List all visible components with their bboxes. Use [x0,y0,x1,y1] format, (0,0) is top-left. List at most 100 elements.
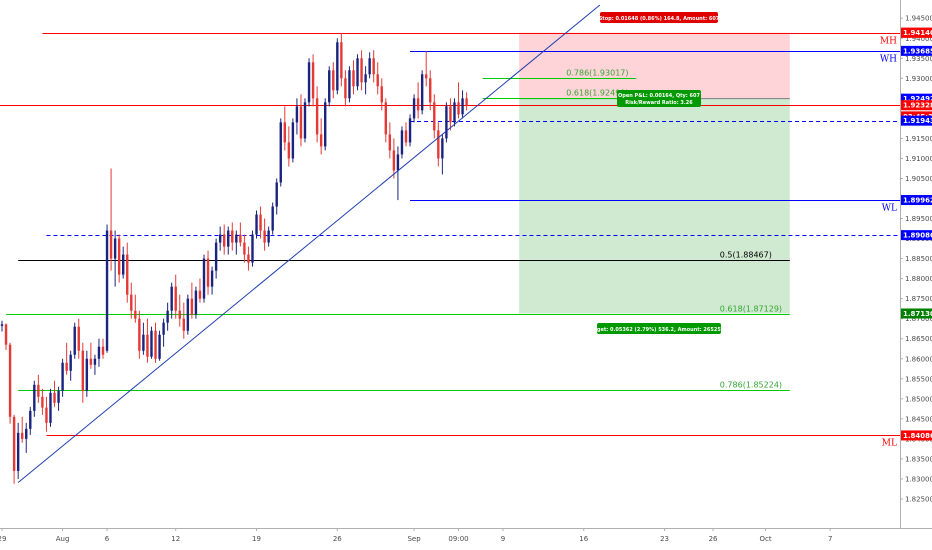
candle-body [364,74,367,83]
candle-body [97,346,101,359]
candle-body [41,396,44,408]
candle-body [162,322,165,335]
candle-body [303,102,307,139]
candle-body [166,310,169,323]
candle-body [202,258,206,299]
candle-body [227,230,230,247]
y-tick-label: 1.90500 [905,175,932,183]
y-tick-label: 1.94500 [905,15,932,23]
candle-body [344,78,347,99]
candle-body [412,98,416,119]
candle-body [8,344,12,417]
y-tick-label: 1.85500 [905,375,932,383]
candle-body [396,154,400,171]
candle-body [45,407,48,423]
candle-body [198,290,202,299]
candle-body [65,362,68,371]
y-tick-label: 1.84500 [905,415,932,423]
entry-label-box [617,90,701,107]
price-tag-text-tp-top: 1.94140 [903,29,932,37]
candle-body [174,286,177,311]
stop-label-box [600,12,718,23]
candle-body [340,42,343,79]
x-tick-label: 12 [171,535,180,543]
candle-body [368,58,371,75]
x-tick-label: 26 [709,535,718,543]
candle-body [271,206,274,231]
candle-body [81,350,84,391]
stop-label-text: Stop: 0.01648 (0.86%) 164.8, Amount: 607 [599,16,720,22]
candle-body [332,70,335,91]
candle-body [69,354,72,371]
x-tick-label: 29 [0,535,6,543]
candle-body [130,294,133,311]
candle-body [89,358,93,365]
candle-body [324,102,327,147]
candle-body [259,214,262,231]
candle-body [21,432,24,439]
candle-body [194,290,198,315]
candle-body [12,416,16,471]
candle-body [178,310,181,319]
candle-body [73,326,76,355]
candle-body [126,254,129,295]
fib-label-1: 0.618(1.87129) [720,305,782,314]
candle-body [210,270,214,287]
candle-body [283,122,286,143]
price-tag-ml [901,430,932,441]
candle-body [319,134,323,147]
price-tag-tp-top [901,27,932,38]
candle-body [235,234,238,243]
candle-body [150,330,153,357]
y-tick-label: 1.89500 [905,215,932,223]
x-tick-label: Aug [56,535,70,543]
price-axis-panel [900,0,932,550]
candle-body [380,86,383,103]
candle-body [453,102,456,123]
candle-body [4,324,8,345]
fib-label-4: 0.618(1.92499) [566,89,628,98]
candle-body [356,58,359,87]
x-tick-label: 6 [105,535,110,543]
candle-body [105,230,109,351]
candle-body [404,130,408,143]
candle-body [33,384,36,411]
candle-body [247,254,250,263]
candle-body [420,74,424,111]
candle-body [445,106,448,139]
x-tick-label: 23 [660,535,669,543]
price-tag-text-dash-lower: 1.89086 [903,232,932,240]
y-tick-label: 1.86500 [905,335,932,343]
candle-body [388,134,392,151]
entry-label-text: Open P&L: 0.00164, Qty: 607 [618,93,700,99]
candle-body [109,230,113,259]
candle-body [154,330,157,359]
candle-body [214,242,218,271]
price-axis: 1.945001.940001.935001.930001.925001.920… [900,0,932,550]
x-tick-label: 16 [579,535,588,543]
level-label-WH: WH [880,55,897,65]
x-tick-label: 19 [252,535,261,543]
candle-body [142,334,145,351]
x-tick-label: Oct [760,535,772,543]
x-tick-label: 9 [501,535,505,543]
candle-body [0,324,4,326]
candle-body [287,142,291,159]
candle-body [437,130,440,159]
candle-body [158,334,161,359]
candle-body [433,102,436,131]
y-tick-label: 1.93500 [905,55,932,63]
y-tick-label: 1.83500 [905,455,932,463]
candle-body [239,234,242,243]
price-tag-entry [901,93,932,104]
candle-body [360,58,363,83]
y-tick-label: 1.88500 [905,255,932,263]
candle-body [307,62,311,103]
candle-body [231,230,234,243]
candle-body [348,70,351,99]
candle-body [57,390,60,403]
price-tag-text-last: 1.92328 [903,102,932,110]
y-tick-label: 1.91000 [905,155,932,163]
y-tick-label: 1.87500 [905,295,932,303]
candle-body [352,70,355,87]
